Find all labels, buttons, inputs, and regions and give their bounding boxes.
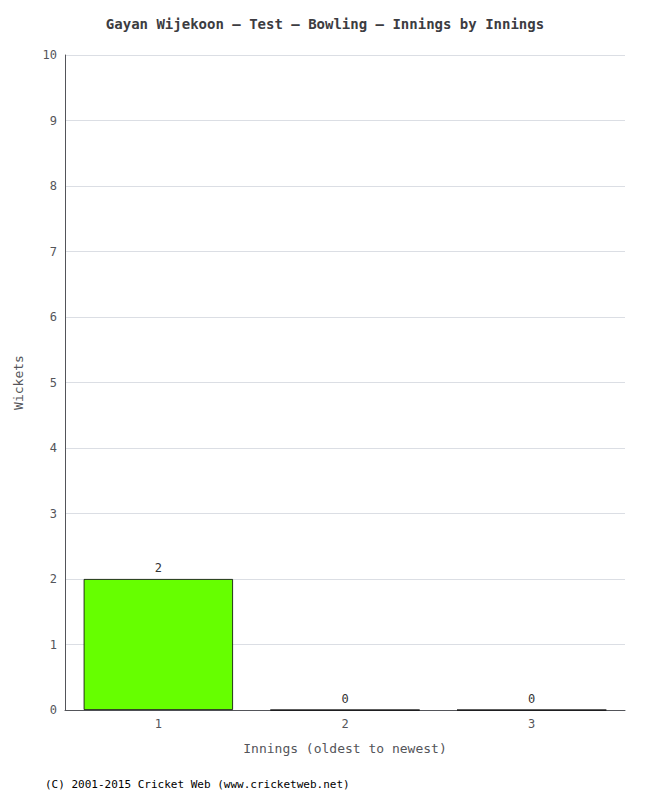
svg-text:1: 1 (155, 717, 162, 731)
svg-text:0: 0 (528, 692, 535, 706)
svg-text:2: 2 (341, 717, 348, 731)
svg-text:Wickets: Wickets (11, 355, 26, 410)
svg-text:5: 5 (50, 376, 57, 390)
svg-text:2: 2 (50, 572, 57, 586)
svg-text:Innings (oldest to newest): Innings (oldest to newest) (243, 741, 447, 756)
svg-text:3: 3 (50, 507, 57, 521)
svg-text:0: 0 (341, 692, 348, 706)
svg-text:6: 6 (50, 310, 57, 324)
svg-text:8: 8 (50, 179, 57, 193)
svg-text:3: 3 (528, 717, 535, 731)
svg-text:10: 10 (43, 48, 57, 62)
svg-text:1: 1 (50, 638, 57, 652)
svg-text:2: 2 (155, 561, 162, 575)
svg-text:7: 7 (50, 245, 57, 259)
svg-text:Gayan Wijekoon – Test – Bowlin: Gayan Wijekoon – Test – Bowling – Inning… (106, 16, 544, 32)
svg-text:4: 4 (50, 441, 57, 455)
svg-text:(C) 2001-2015 Cricket Web (www: (C) 2001-2015 Cricket Web (www.cricketwe… (45, 778, 350, 791)
svg-text:0: 0 (50, 703, 57, 717)
svg-text:9: 9 (50, 114, 57, 128)
